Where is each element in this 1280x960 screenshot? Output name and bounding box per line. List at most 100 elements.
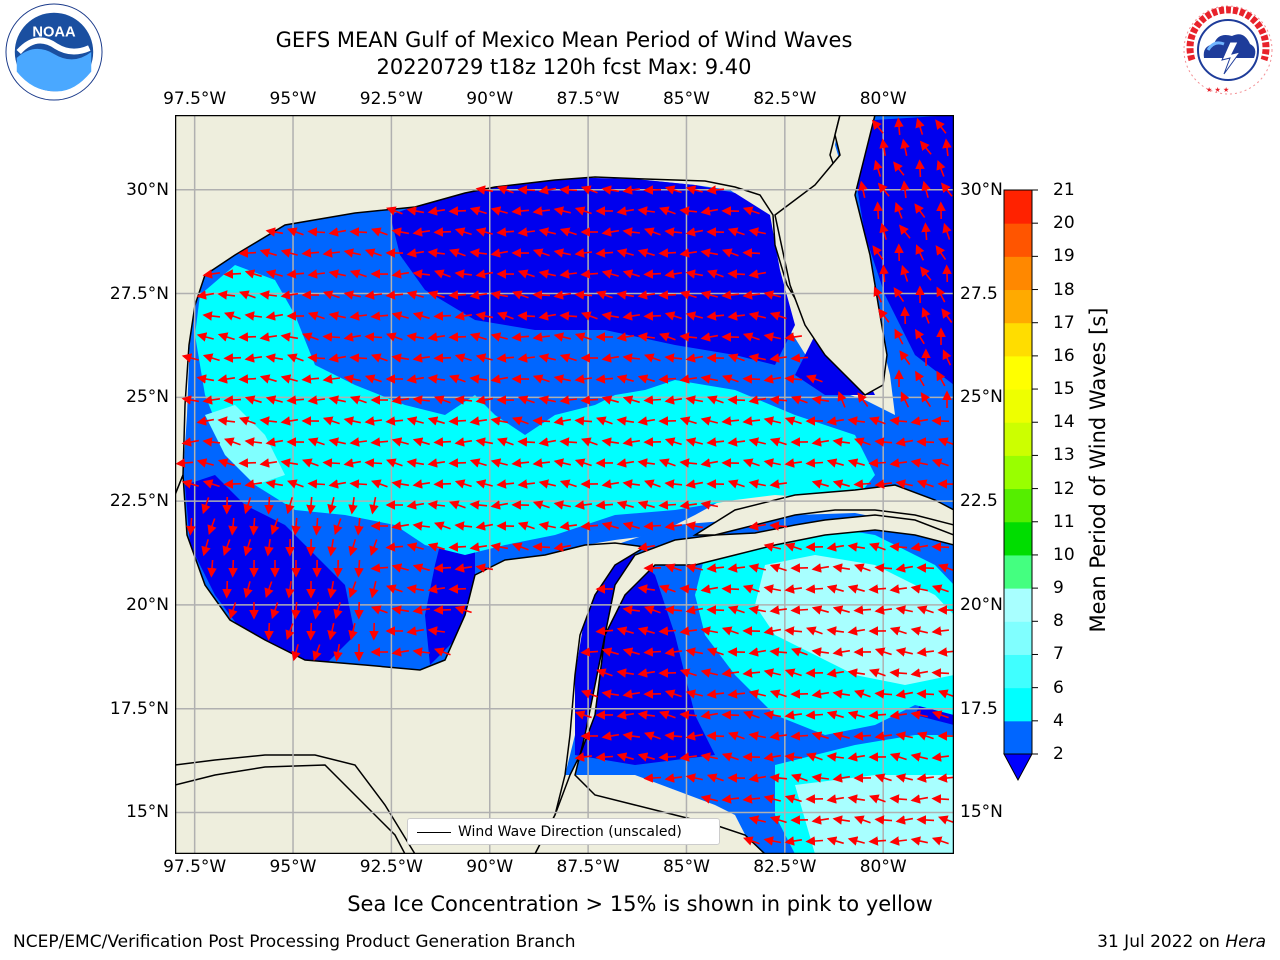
wave-arrow — [898, 224, 911, 239]
wave-arrow — [622, 605, 641, 615]
tick-label-lon-top: 80°W — [859, 89, 907, 109]
wave-arrow — [873, 159, 883, 177]
wave-arrow — [343, 374, 361, 384]
wave-arrow — [559, 269, 578, 279]
wave-arrow — [769, 647, 788, 657]
wave-arrow — [832, 563, 851, 573]
wave-arrow — [853, 689, 871, 699]
wave-arrow — [511, 290, 529, 300]
wave-arrow — [748, 311, 766, 321]
wave-arrow — [517, 437, 536, 447]
wave-arrow — [700, 752, 718, 762]
wave-arrow — [742, 584, 760, 594]
wave-arrow — [280, 374, 298, 384]
wave-arrow — [826, 416, 845, 426]
wave-arrow — [553, 542, 572, 552]
colorbar-bin — [1004, 289, 1032, 324]
wave-arrow — [721, 290, 740, 300]
wave-arrow — [517, 185, 536, 195]
wave-arrow — [916, 479, 934, 489]
wave-arrow — [333, 518, 343, 536]
wave-arrow — [553, 248, 571, 258]
wave-arrow — [580, 437, 598, 447]
wave-arrow — [748, 353, 766, 363]
wave-arrow — [496, 479, 515, 489]
wave-arrow — [538, 185, 557, 195]
sea-ice-note: Sea Ice Concentration > 15% is shown in … — [347, 892, 933, 916]
wave-arrow — [895, 437, 914, 447]
wave-arrow — [601, 521, 619, 531]
wave-arrow — [391, 563, 409, 573]
wave-arrow — [685, 689, 703, 699]
wave-arrow — [748, 437, 766, 447]
wave-arrow — [391, 269, 410, 279]
wave-arrow — [448, 374, 466, 384]
wave-arrow — [228, 517, 238, 536]
tick-label-lat-right: 27.5 — [960, 283, 998, 304]
wave-arrow — [243, 497, 253, 515]
wave-arrow — [874, 815, 893, 825]
wave-arrow — [553, 416, 572, 426]
wave-arrow — [291, 517, 301, 536]
wave-direction-arrows — [175, 117, 954, 846]
wave-arrow — [406, 416, 424, 426]
colorbar-bin — [1004, 521, 1032, 556]
wave-arrow — [427, 416, 445, 426]
wave-arrow — [369, 581, 379, 599]
wave-arrow — [307, 227, 326, 237]
wave-arrow — [391, 227, 410, 237]
wave-arrow — [538, 353, 556, 363]
colorbar-tick-label: 16 — [1053, 345, 1075, 366]
wave-arrow — [469, 290, 488, 300]
wave-arrow — [935, 245, 947, 261]
wave-arrow — [391, 437, 409, 447]
wave-arrow — [858, 180, 868, 198]
wave-arrow — [721, 374, 739, 384]
wave-arrow — [469, 458, 487, 468]
wave-arrow — [259, 374, 277, 384]
wave-arrow — [790, 647, 808, 657]
wave-arrow — [202, 395, 221, 405]
wave-arrow — [721, 794, 740, 804]
wave-arrow — [348, 539, 358, 557]
wave-arrow — [201, 539, 211, 557]
colorbar-tick-label: 10 — [1053, 544, 1075, 565]
wave-arrow — [280, 458, 299, 468]
wave-arrow — [427, 206, 446, 216]
wave-arrow — [412, 311, 430, 321]
wave-arrow — [847, 752, 866, 762]
wave-arrow — [706, 395, 724, 405]
wave-arrow — [238, 332, 257, 342]
florida-land — [774, 115, 888, 396]
wave-arrow — [433, 605, 452, 615]
wave-arrow — [427, 584, 446, 594]
wave-arrow — [391, 479, 410, 489]
wave-arrow — [915, 244, 925, 261]
wave-arrow — [622, 437, 641, 447]
wave-arrow — [433, 395, 451, 405]
wave-arrow — [580, 647, 599, 657]
chart-title: GEFS MEAN Gulf of Mexico Mean Period of … — [275, 28, 853, 52]
wave-arrow — [412, 227, 431, 237]
wave-arrow — [643, 521, 662, 531]
wave-arrow — [265, 269, 283, 279]
wave-arrow — [343, 332, 362, 342]
colorbar-bin — [1004, 355, 1032, 390]
wave-arrow — [307, 311, 325, 321]
wave-arrow — [664, 563, 682, 573]
wave-arrow — [893, 287, 905, 303]
wave-arrow — [517, 521, 535, 531]
colorbar-bin — [1004, 621, 1032, 655]
colorbar-bin — [1004, 389, 1032, 423]
wave-arrow — [622, 395, 640, 405]
wave-arrow — [322, 416, 340, 426]
wave-arrow — [868, 668, 886, 678]
wave-arrow — [685, 479, 704, 489]
wave-arrow — [196, 458, 214, 468]
wave-arrow — [496, 311, 514, 321]
wave-arrow — [280, 248, 298, 258]
wave-arrow — [727, 731, 745, 741]
wave-arrow — [915, 159, 925, 178]
wave-arrow — [664, 395, 683, 405]
wave-arrow — [763, 458, 781, 468]
